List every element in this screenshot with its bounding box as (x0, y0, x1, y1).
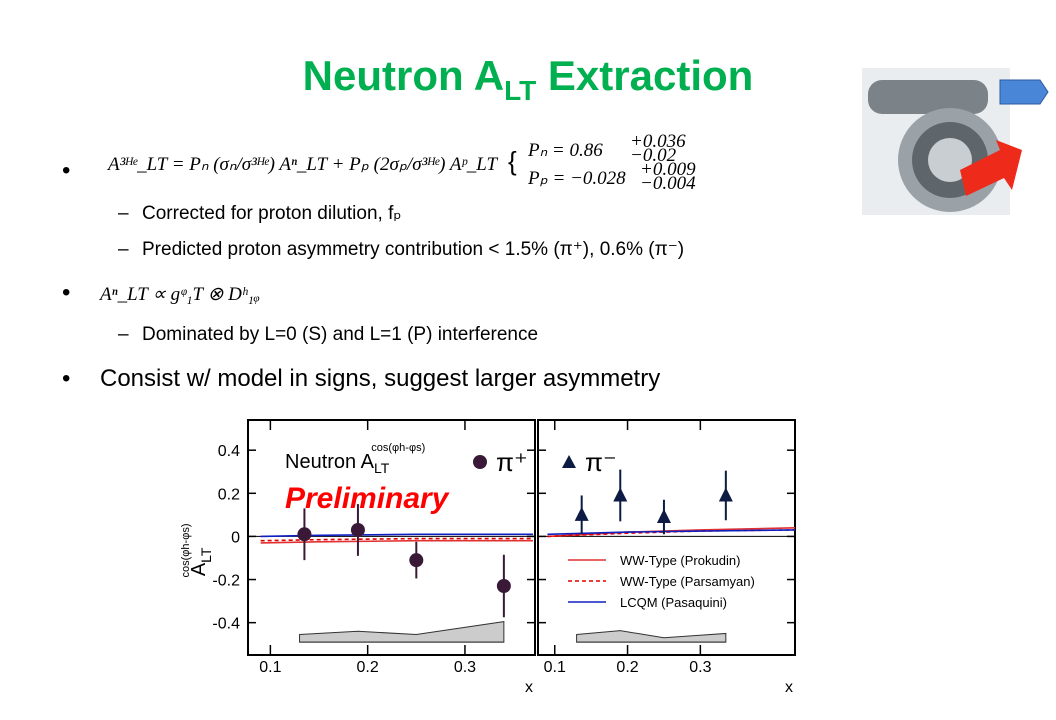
preliminary: Preliminary (285, 482, 450, 515)
formula: A³ᴴᵉ_LT = Pₙ (σₙ/σ³ᴴᵉ) Aⁿ_LT + Pₚ (2σₚ/σ… (106, 154, 498, 175)
plot-frame (247, 419, 536, 656)
polarization-plus: +0.036 (630, 131, 686, 152)
sub-bullet: Dominated by L=0 (S) and L=1 (P) interfe… (142, 324, 538, 345)
label-sup: cos(φh-φs) (180, 524, 192, 578)
label-sup: cos(φh-φs) (371, 442, 425, 454)
label-sub: LT (374, 460, 390, 476)
brace: { (508, 146, 517, 176)
y-tick-label: -0.2 (212, 573, 240, 590)
legend-marker (473, 455, 487, 469)
plot-frame (537, 419, 796, 656)
polarization-plus: +0.009 (640, 159, 696, 180)
x-tick-label: 0.1 (544, 659, 566, 676)
sub-dash: – (118, 203, 129, 224)
bullet-dot: • (62, 157, 70, 184)
title-sub: LT (504, 75, 536, 106)
legend-label: WW-Type (Parsamyan) (620, 574, 755, 589)
label-base: Neutron A (285, 451, 375, 473)
formula: Aⁿ_LT ∝ gᵠ₁T ⊗ Dʰ₁ᵩ (98, 284, 260, 305)
y-tick-label: 0.2 (218, 486, 240, 503)
legend-label: WW-Type (Prokudin) (620, 553, 740, 568)
x-axis-label: x (785, 679, 793, 696)
polarization: Pₚ = −0.028 (527, 168, 626, 189)
label-sub: LT (198, 547, 214, 563)
polarization-minus: −0.004 (640, 173, 696, 194)
x-tick-label: 0.1 (259, 659, 281, 676)
data-point (409, 553, 424, 568)
legend-marker (562, 455, 576, 468)
sub-bullet: Corrected for proton dilution, fₚ (142, 203, 402, 224)
x-tick-label: 0.2 (616, 659, 638, 676)
x-tick-label: 0.2 (357, 659, 379, 676)
model-curve (260, 537, 534, 542)
legend-label: π⁻ (585, 447, 617, 477)
systematic-band (576, 630, 727, 643)
polarization-minus: −0.02 (630, 145, 677, 166)
data-point (297, 527, 312, 542)
sub-dash: – (118, 239, 129, 260)
y-tick-label: -0.4 (212, 616, 240, 633)
gear-image (862, 68, 1049, 215)
x-axis-label: x (525, 679, 533, 696)
model-curve (260, 539, 534, 544)
model-curve (260, 533, 534, 538)
legend-label: LCQM (Pasaquini) (620, 595, 727, 610)
y-tick-label: 0 (231, 529, 240, 546)
sub-dash: – (118, 324, 129, 345)
annotation: Neutron ALT cos(φh-φs) (285, 442, 425, 476)
systematic-band (299, 621, 505, 643)
x-tick-label: 0.3 (454, 659, 476, 676)
bullet-dot: • (62, 365, 70, 392)
x-tick-label: 0.3 (689, 659, 711, 676)
data-point (718, 487, 733, 502)
y-tick-label: 0.4 (218, 443, 240, 460)
data-point (656, 509, 671, 524)
y-label: ALT cos(φh-φs) (180, 524, 214, 578)
title-main: Neutron A (303, 52, 504, 99)
data-point (574, 506, 589, 521)
title: Neutron ALT Extraction (303, 52, 754, 106)
polarization: Pₙ = 0.86 (527, 140, 603, 161)
bullet: Consist w/ model in signs, suggest large… (100, 365, 660, 392)
bullet-dot: • (62, 279, 70, 306)
data-point (496, 579, 511, 594)
data-point (350, 522, 365, 537)
legend-label: π⁺ (496, 447, 528, 477)
data-point (613, 487, 628, 502)
title-rest: Extraction (536, 52, 753, 99)
y-axis-label: ALT cos(φh-φs) (180, 524, 214, 578)
sub-bullet: Predicted proton asymmetry contribution … (142, 239, 684, 260)
label-base: A (188, 562, 210, 576)
